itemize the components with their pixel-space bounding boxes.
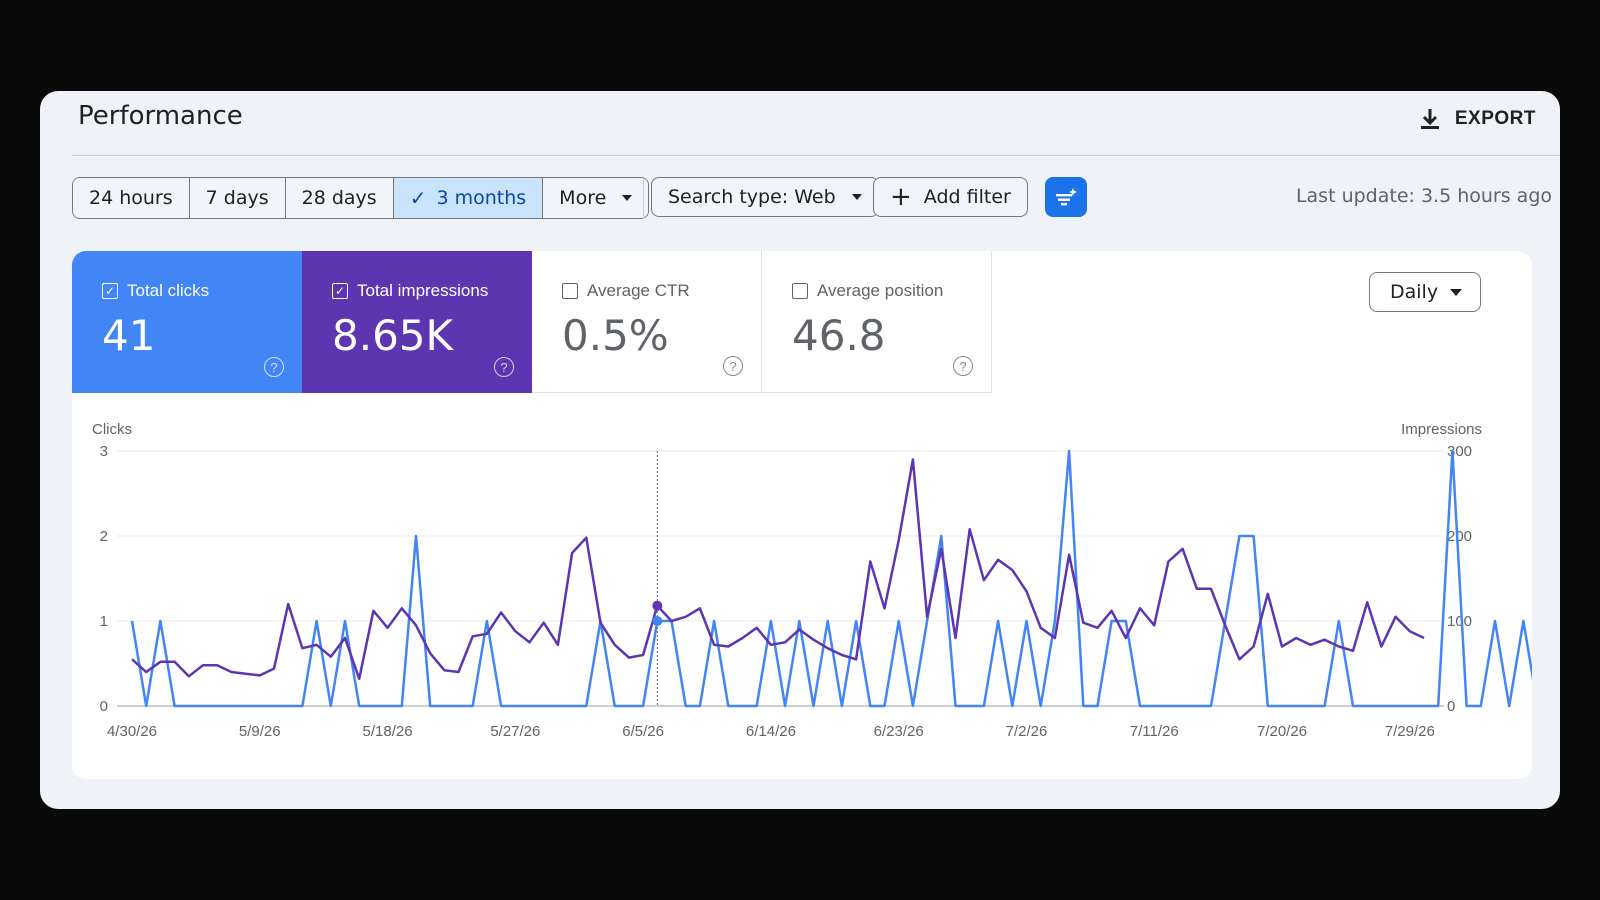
download-icon [1420,109,1439,129]
metric-label: Total impressions [357,281,489,300]
range-more-dropdown[interactable]: More [543,178,649,218]
performance-chart[interactable]: Clicks Impressions 0 1 2 3 0 100 200 300 4/30/26 5/… [72,401,1532,779]
left-tick-label: 1 [100,613,108,630]
x-tick-label: 6/14/26 [746,723,796,740]
help-icon[interactable]: ? [494,357,514,377]
add-filter-label: Add filter [923,186,1011,208]
metric-total-clicks[interactable]: ✓ Total clicks 41 ? [72,251,302,393]
right-tick-label: 300 [1447,443,1472,460]
search-type-dropdown[interactable]: Search type: Web [651,177,879,217]
metric-label: Total clicks [127,281,210,300]
chevron-down-icon [851,194,862,200]
right-tick-label: 100 [1447,613,1472,630]
series-line-total-impressions [131,458,1425,681]
granularity-dropdown[interactable]: Daily [1369,272,1481,312]
hover-point-clicks [652,616,663,626]
help-icon[interactable]: ? [723,356,743,376]
date-range-selector: 24 hours 7 days 28 days ✓ 3 months More [72,177,650,219]
x-tick-label: 7/20/26 [1257,723,1307,740]
range-label: 28 days [301,187,377,209]
hover-point-impressions [652,600,663,611]
metric-value: 0.5% [562,311,669,360]
metric-average-position[interactable]: Average position 46.8 ? [762,251,992,393]
metric-value: 41 [102,311,156,360]
export-label: EXPORT [1454,108,1536,129]
help-icon[interactable]: ? [264,357,284,377]
search-type-label: Search type: Web [668,186,836,208]
export-button[interactable]: EXPORT [1419,101,1536,137]
plus-icon: + [890,182,912,212]
right-tick-label: 200 [1447,528,1472,545]
metrics-chart-panel: ✓ Total clicks 41 ? ✓ Total impressions 8.… [72,251,1532,779]
range-label: More [559,187,607,209]
range-label: 24 hours [89,187,173,209]
metric-value: 8.65K [332,311,454,360]
divider [72,155,1560,156]
checkbox-checked-icon[interactable]: ✓ [332,283,348,299]
left-tick-label: 3 [100,443,108,460]
x-tick-label: 5/27/26 [490,723,540,740]
series-line-total-clicks [130,449,1532,708]
chevron-down-icon [1450,288,1462,296]
toolbar-divider [643,179,644,219]
metric-value: 46.8 [792,311,886,360]
checkbox-unchecked-icon[interactable] [562,283,578,299]
right-axis-title: Impressions [1401,421,1482,438]
metric-label: Average position [817,281,944,300]
page-title: Performance [78,101,243,131]
x-tick-label: 7/11/26 [1130,723,1179,740]
chevron-down-icon [622,195,633,201]
right-tick-label: 0 [1447,698,1455,715]
checkbox-unchecked-icon[interactable] [792,283,808,299]
left-tick-label: 2 [100,528,108,545]
check-icon: ✓ [409,186,427,210]
range-24-hours[interactable]: 24 hours [73,178,190,218]
x-tick-label: 6/23/26 [874,723,924,740]
range-3-months[interactable]: ✓ 3 months [393,178,544,218]
add-filter-button[interactable]: + Add filter [873,177,1028,217]
metric-label: Average CTR [587,281,690,300]
x-tick-label: 5/18/26 [363,723,413,740]
metric-average-ctr[interactable]: Average CTR 0.5% ? [532,251,762,393]
help-icon[interactable]: ? [953,356,973,376]
x-tick-label: 7/29/26 [1385,723,1435,740]
granularity-label: Daily [1390,281,1439,303]
left-axis-title: Clicks [92,421,132,438]
performance-card: Performance EXPORT 24 hours 7 days 28 da… [40,91,1560,809]
last-update-text: Last update: 3.5 hours ago [1295,185,1552,207]
checkbox-checked-icon[interactable]: ✓ [102,283,118,299]
metric-total-impressions[interactable]: ✓ Total impressions 8.65K ? [302,251,532,393]
filter-sparkle-button[interactable] [1045,177,1087,217]
x-tick-label: 5/9/26 [239,723,281,740]
filter-sparkle-icon [1056,188,1077,206]
range-28-days[interactable]: 28 days [285,178,394,218]
x-tick-label: 7/2/26 [1006,723,1048,740]
x-tick-label: 6/5/26 [622,723,664,740]
range-7-days[interactable]: 7 days [189,178,286,218]
range-label: 7 days [205,187,269,209]
x-tick-label: 4/30/26 [107,723,157,740]
left-tick-label: 0 [100,698,108,715]
range-label: 3 months [436,187,527,209]
